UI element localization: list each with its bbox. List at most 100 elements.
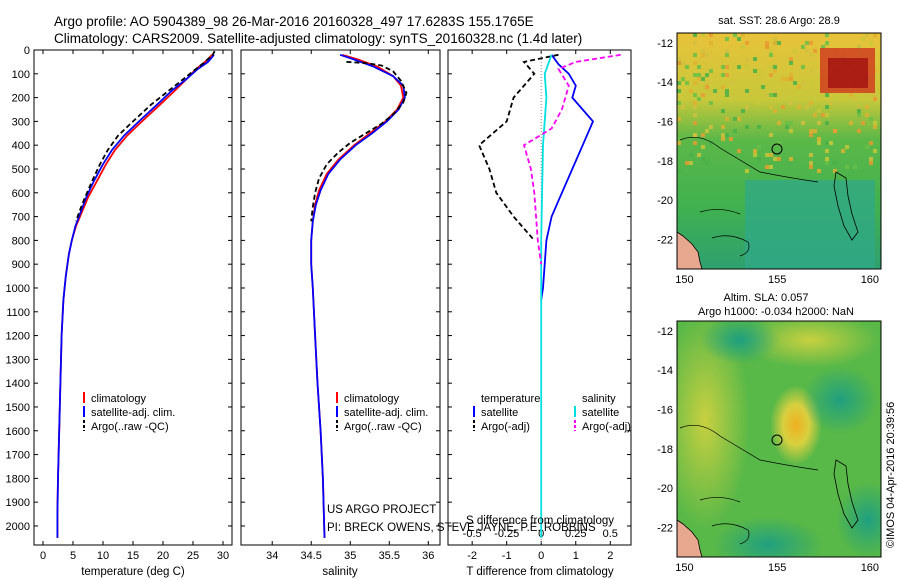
sst-pixel xyxy=(873,149,877,153)
temperature-xtick-label: 15 xyxy=(127,550,139,562)
sst-pixel xyxy=(865,113,869,117)
depth-tick-label: 1800 xyxy=(6,473,30,485)
sst-pixel xyxy=(821,45,825,49)
sla_map-ytick-label: -20 xyxy=(657,483,673,495)
sst_map-ytick-label: -20 xyxy=(657,195,673,207)
sst-pixel xyxy=(777,157,781,161)
sst-pixel xyxy=(693,113,697,117)
sst-pixel xyxy=(737,65,741,69)
sst-pixel xyxy=(757,73,761,77)
sst-reef-contour xyxy=(833,171,859,241)
depth-tick-label: 1300 xyxy=(6,354,30,366)
legend-title-temperature: temperature xyxy=(481,393,540,405)
sst-pixel xyxy=(813,129,817,133)
sst-pixel xyxy=(677,117,681,121)
depth-tick-label: 2000 xyxy=(6,521,30,533)
difference-xtick-label: -2 xyxy=(467,550,477,562)
sst-pixel xyxy=(705,81,709,85)
sst-pixel xyxy=(765,93,769,97)
sst-pixel xyxy=(737,37,741,41)
depth-tick-label: 1900 xyxy=(6,497,30,509)
sst-pixel xyxy=(773,93,777,97)
depth-tick-label: 700 xyxy=(12,212,30,224)
sst_map-xtick-label: 155 xyxy=(768,274,786,286)
sst-pixel xyxy=(677,89,681,93)
sst-pixel xyxy=(757,85,761,89)
depth-tick-label: 1600 xyxy=(6,426,30,438)
sst_map-xtick-label: 160 xyxy=(861,274,879,286)
sst-pixel xyxy=(769,73,773,77)
sst-pixel xyxy=(705,161,709,165)
sst-pixel xyxy=(705,73,709,77)
sla-bathy-contour xyxy=(679,425,819,545)
s-diff-tick-label: 0.5 xyxy=(603,528,618,540)
sst-pixel xyxy=(817,141,821,145)
sst-pixel xyxy=(873,97,877,101)
sst-pixel xyxy=(825,149,829,153)
sst-pixel xyxy=(693,105,697,109)
sst-pixel xyxy=(785,125,789,129)
sst-pixel xyxy=(797,85,801,89)
sst-pixel xyxy=(721,73,725,77)
depth-tick-label: 400 xyxy=(12,140,30,152)
sst-pixel xyxy=(677,137,681,141)
sst-pixel xyxy=(693,101,697,105)
sst-pixel xyxy=(825,113,829,117)
sla-cool-eddy-3 xyxy=(713,517,823,557)
sst-pixel xyxy=(869,41,873,45)
sst_map-ytick-label: -22 xyxy=(657,235,673,247)
sst_map-xtick-label: 150 xyxy=(675,274,693,286)
sla_map-ytick-label: -16 xyxy=(657,405,673,417)
sst-pixel xyxy=(753,69,757,73)
sst-pixel xyxy=(789,73,793,77)
sst-pixel xyxy=(873,125,877,129)
depth-tick-label: 600 xyxy=(12,188,30,200)
sst-pixel xyxy=(825,105,829,109)
sst-pixel xyxy=(725,133,729,137)
sst-pixel xyxy=(725,89,729,93)
sst-pixel xyxy=(729,81,733,85)
sst-pixel xyxy=(773,65,777,69)
sst-pixel xyxy=(677,57,681,61)
temperature-xlabel: temperature (deg C) xyxy=(81,566,185,578)
sst-pixel xyxy=(721,133,725,137)
sst-pixel xyxy=(857,105,861,109)
sst-pixel xyxy=(769,49,773,53)
sst-pixel xyxy=(693,133,697,137)
sst-pixel xyxy=(789,101,793,105)
legend-label-s-satellite: satellite xyxy=(582,407,619,419)
sst-map xyxy=(677,33,881,269)
sst-pixel xyxy=(777,89,781,93)
sst-pixel xyxy=(781,105,785,109)
sst-pixel xyxy=(769,165,773,169)
legend-label-satellite: satellite-adj. clim. xyxy=(344,407,428,419)
legend-label-climatology: climatology xyxy=(91,393,147,405)
credit-pi: PI: BRECK OWENS, STEVE JAYNE, P.E. ROBBI… xyxy=(327,522,596,534)
sst-pixel xyxy=(693,61,697,65)
sst-pixel xyxy=(769,53,773,57)
sst-pixel xyxy=(769,93,773,97)
sst-pixel xyxy=(721,137,725,141)
difference-xtick-label: 1 xyxy=(573,550,579,562)
sst-pixel xyxy=(777,141,781,145)
sla-cool-eddy-1 xyxy=(802,366,878,434)
sst-pixel xyxy=(685,81,689,85)
sst-pixel xyxy=(789,157,793,161)
sst-pixel xyxy=(745,89,749,93)
sst-pixel xyxy=(769,105,773,109)
sst-pixel xyxy=(825,161,829,165)
sst-pixel xyxy=(765,153,769,157)
sst-pixel xyxy=(681,77,685,81)
credit-project: US ARGO PROJECT xyxy=(327,504,436,516)
legend-label-climatology: climatology xyxy=(344,393,400,405)
sst-pixel xyxy=(873,93,877,97)
sst-pixel xyxy=(861,121,865,125)
salinity-legend: climatology satellite-adj. clim. Argo(..… xyxy=(336,392,428,433)
sst-pixel xyxy=(741,109,745,113)
sst-pixel xyxy=(865,105,869,109)
salinity-xtick-label: 36 xyxy=(422,550,434,562)
sst-pixel xyxy=(841,149,845,153)
sst-pixel xyxy=(753,149,757,153)
depth-tick-label: 1200 xyxy=(6,331,30,343)
